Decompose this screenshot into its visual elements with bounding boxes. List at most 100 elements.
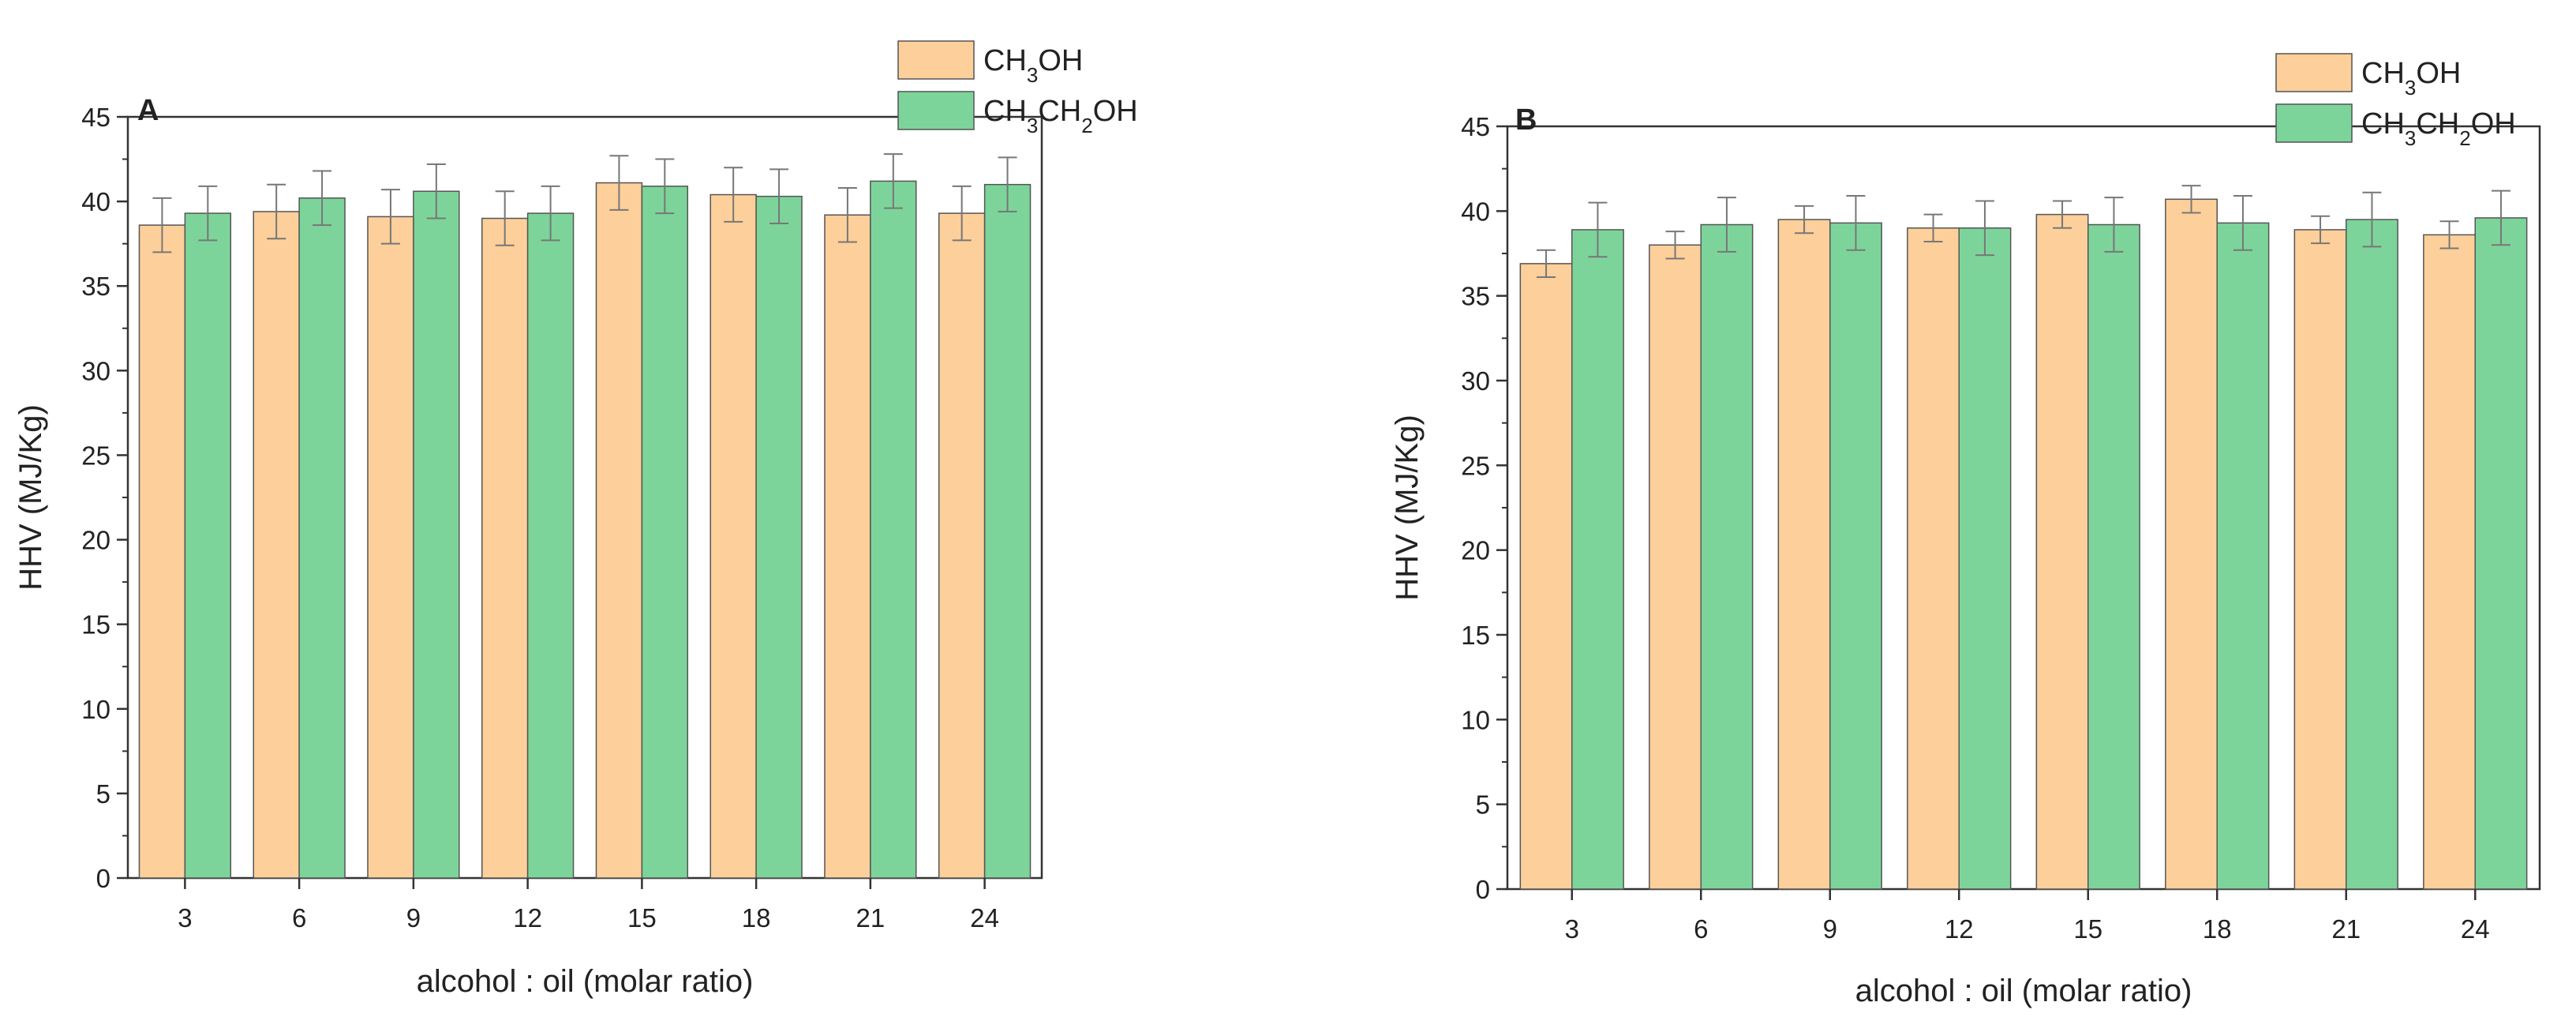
bar-ch3ch2oh-3	[1571, 229, 1624, 890]
y-tick-label: 20	[81, 526, 110, 555]
legend-text-part: 3	[1027, 63, 1038, 87]
bar-ch3oh-18	[2165, 198, 2218, 890]
x-tick-label: 12	[1945, 914, 1974, 944]
bar-ch3oh-9	[1777, 219, 1831, 890]
legend-label-ch3ch2oh: CH3CH2OH	[2361, 107, 2516, 150]
y-tick-label: 40	[1461, 197, 1490, 226]
legend-text-part: 3	[2405, 126, 2416, 150]
y-tick-label: 35	[1461, 282, 1490, 311]
x-tick-label: 18	[2203, 914, 2232, 944]
chart-panel-b: 0 5 10 15 20 25 30 35 40 45 3 6 9 12 15 18 21 24 alcohol :…	[1390, 53, 2541, 1008]
y-tick-label: 30	[1461, 366, 1490, 396]
bar-ch3oh-3	[1519, 263, 1573, 890]
bar-ch3ch2oh-24	[983, 183, 1032, 879]
y-tick-label: 5	[96, 779, 110, 809]
bar-ch3ch2oh-9	[1829, 222, 1882, 890]
bar-ch3oh-6	[1649, 244, 1702, 890]
y-tick-label: 45	[1461, 112, 1490, 141]
bar-ch3ch2oh-18	[2216, 222, 2270, 890]
bar-ch3oh-9	[367, 216, 414, 879]
y-tick-label: 40	[81, 187, 110, 216]
legend-text-part: CH	[983, 44, 1027, 77]
y-tick-label: 10	[81, 695, 110, 724]
legend-text-part: CH	[2361, 57, 2405, 90]
x-tick-label: 24	[970, 903, 999, 933]
x-axis-label: alcohol : oil (molar ratio)	[1855, 974, 2192, 1008]
y-tick-label: 35	[81, 272, 110, 301]
bar-ch3oh-12	[1907, 227, 1960, 890]
bar-ch3oh-3	[138, 224, 186, 879]
legend-text-part: 3	[1027, 114, 1038, 137]
legend-text-part: 2	[1081, 114, 1092, 137]
legend-text-part: 2	[2459, 126, 2470, 150]
x-tick-label: 24	[2461, 914, 2490, 944]
bar-ch3ch2oh-21	[870, 180, 917, 879]
x-tick-label: 12	[513, 903, 542, 933]
x-tick-label: 9	[406, 903, 421, 933]
panel-label: B	[1515, 103, 1537, 137]
x-tick-label: 18	[742, 903, 771, 933]
legend-text-part: OH	[1093, 95, 1138, 128]
legend-text-part: OH	[2416, 57, 2461, 90]
x-tick-label: 21	[2331, 914, 2361, 944]
bar-ch3oh-21	[2293, 229, 2347, 890]
y-tick-label: 5	[1476, 790, 1490, 820]
x-axis-label: alcohol : oil (molar ratio)	[417, 964, 754, 999]
legend-text-part: CH	[2361, 107, 2405, 141]
y-tick-label: 25	[81, 441, 110, 470]
bar-ch3ch2oh-21	[2346, 219, 2398, 890]
legend-text-part: 3	[2405, 76, 2416, 99]
legend-swatch-ch3oh	[897, 40, 975, 80]
bar-ch3oh-21	[824, 214, 871, 879]
bar-ch3ch2oh-12	[526, 212, 575, 879]
y-tick-label: 45	[81, 103, 110, 132]
x-tick-label: 6	[1694, 914, 1708, 944]
bar-ch3oh-15	[595, 182, 643, 879]
bar-ch3ch2oh-9	[413, 190, 460, 879]
bar-ch3oh-18	[710, 193, 757, 879]
legend-text-part: CH	[983, 95, 1027, 128]
bar-ch3ch2oh-6	[298, 197, 346, 879]
x-tick-label: 15	[627, 903, 657, 933]
bar-ch3ch2oh-18	[755, 195, 803, 879]
x-tick-label: 9	[1823, 914, 1837, 944]
y-tick-label: 0	[1476, 875, 1490, 904]
y-tick-label: 10	[1461, 705, 1490, 734]
legend-label-ch3ch2oh: CH3CH2OH	[983, 95, 1138, 137]
y-tick-label: 0	[96, 864, 110, 893]
y-tick-label: 15	[1461, 621, 1490, 650]
bar-ch3oh-15	[2035, 213, 2089, 890]
y-axis-label: HHV (MJ/Kg)	[1390, 415, 1425, 601]
bar-ch3ch2oh-3	[184, 212, 232, 879]
x-tick-label: 3	[178, 903, 192, 933]
bar-ch3oh-6	[253, 211, 300, 879]
y-tick-label: 20	[1461, 536, 1490, 565]
x-tick-label: 15	[2073, 914, 2102, 944]
panel-label: A	[137, 94, 159, 127]
legend-swatch-ch3oh	[2275, 53, 2353, 92]
bar-ch3ch2oh-12	[1958, 227, 2012, 890]
y-tick-label: 15	[81, 610, 110, 640]
legend-text-part: OH	[1038, 44, 1083, 77]
legend-label-ch3oh: CH3OH	[2361, 57, 2461, 99]
legend-swatch-ch3ch2oh	[2275, 103, 2353, 143]
x-tick-label: 21	[856, 903, 886, 933]
bar-ch3ch2oh-15	[2087, 223, 2140, 890]
chart-panel-a: 0 5 10 15 20 25 30 35 40 45 3 6 9 12 15 18 21 24 alcohol :…	[13, 40, 1138, 999]
y-axis-label: HHV (MJ/Kg)	[13, 404, 48, 591]
legend-text-part: OH	[2471, 107, 2516, 141]
bar-ch3oh-12	[481, 217, 529, 879]
bar-ch3oh-24	[938, 212, 986, 879]
y-tick-label: 30	[81, 356, 110, 385]
legend-text-part: CH	[2416, 107, 2459, 141]
bar-ch3ch2oh-24	[2474, 217, 2528, 890]
bar-ch3ch2oh-6	[1700, 223, 1754, 890]
legend-swatch-ch3ch2oh	[897, 91, 975, 130]
bar-ch3oh-24	[2423, 234, 2477, 890]
x-tick-label: 6	[292, 903, 306, 933]
y-tick-label: 25	[1461, 451, 1490, 480]
bar-ch3ch2oh-15	[641, 186, 689, 879]
legend-label-ch3oh: CH3OH	[983, 44, 1083, 87]
legend-text-part: CH	[1038, 95, 1081, 128]
